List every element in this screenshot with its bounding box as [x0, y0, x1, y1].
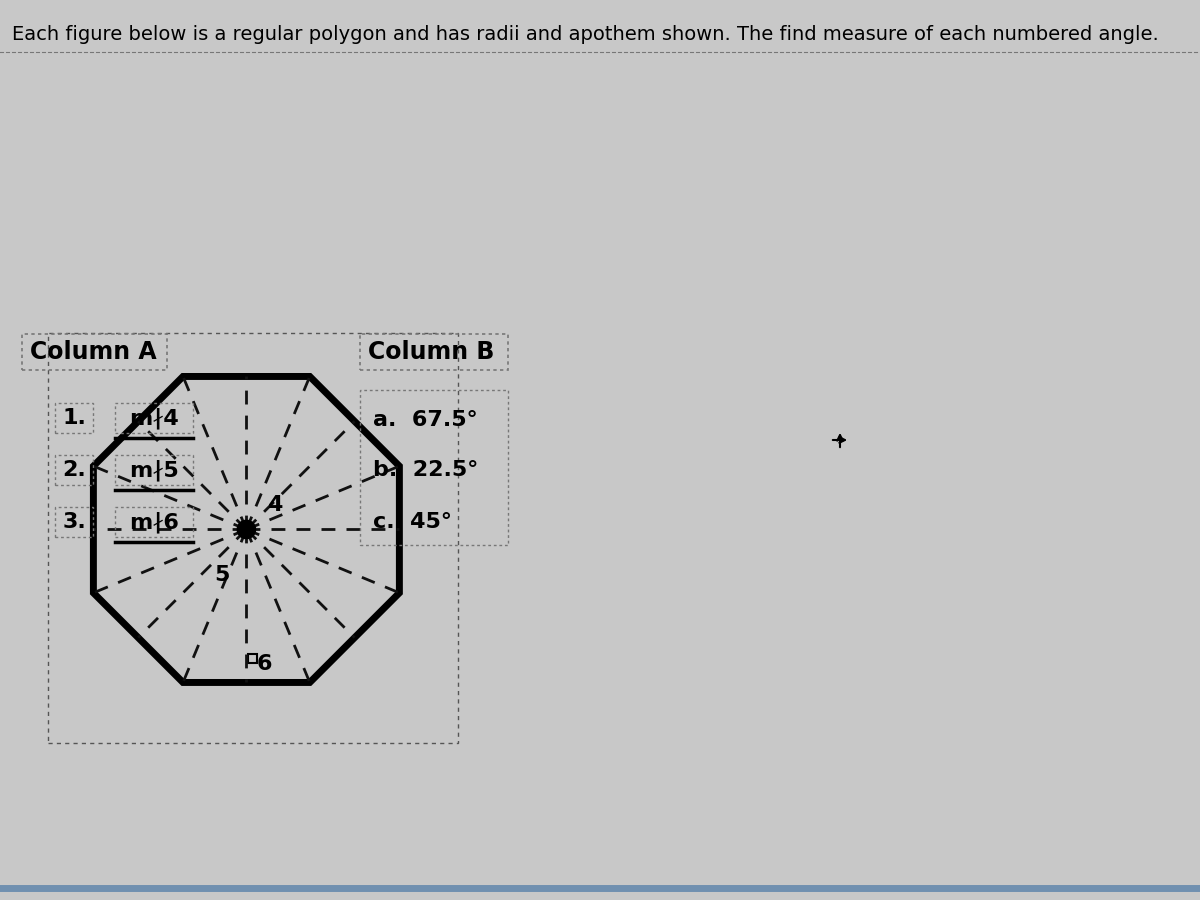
Text: m∤5: m∤5	[130, 459, 179, 481]
Text: a.  67.5°: a. 67.5°	[373, 410, 478, 430]
Text: 2.: 2.	[62, 460, 86, 480]
Text: 1.: 1.	[62, 408, 86, 428]
Text: 5: 5	[215, 564, 230, 585]
Text: c.  45°: c. 45°	[373, 512, 452, 532]
Text: m∤4: m∤4	[130, 407, 179, 428]
Text: Column B: Column B	[368, 340, 494, 364]
Text: Each figure below is a regular polygon and has radii and apothem shown. The find: Each figure below is a regular polygon a…	[12, 25, 1159, 44]
Text: b.  22.5°: b. 22.5°	[373, 460, 479, 480]
Circle shape	[238, 520, 256, 538]
Text: 6: 6	[257, 654, 272, 674]
Text: 4: 4	[268, 495, 282, 515]
Text: 3.: 3.	[62, 512, 86, 532]
Text: m∤6: m∤6	[130, 511, 179, 533]
Text: Column A: Column A	[30, 340, 157, 364]
